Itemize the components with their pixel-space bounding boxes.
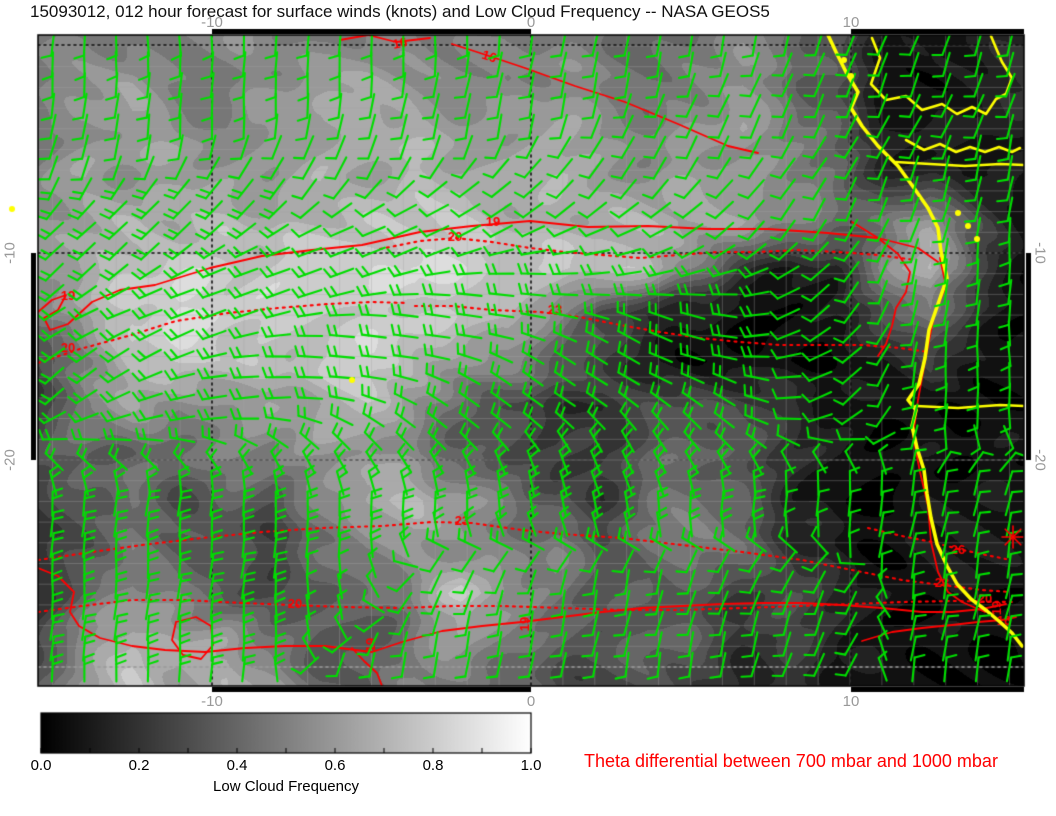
x-axis-tick-bottom: 10	[842, 693, 860, 710]
x-axis-tick-top: 10	[842, 14, 860, 31]
colorbar-tick: 0.8	[422, 757, 444, 774]
colorbar-title: Low Cloud Frequency	[213, 778, 359, 795]
colorbar-tick: 1.0	[520, 757, 542, 774]
x-axis-tick-top: -10	[201, 14, 223, 31]
x-axis-tick-bottom: -10	[201, 693, 223, 710]
x-axis-tick-bottom: 0	[526, 693, 536, 710]
y-axis-tick-left: -10	[1, 242, 19, 264]
x-axis-tick-top: 0	[526, 14, 536, 31]
colorbar-tick: 0.2	[128, 757, 150, 774]
theta-caption: Theta differential between 700 mbar and …	[584, 751, 998, 771]
colorbar-tick: 0.4	[226, 757, 248, 774]
colorbar-tick: 0.6	[324, 757, 346, 774]
y-axis-tick-right: -10	[1031, 242, 1049, 264]
y-axis-tick-left: -20	[1, 449, 19, 471]
colorbar-tick: 0.0	[30, 757, 52, 774]
y-axis-tick-right: -20	[1031, 449, 1049, 471]
